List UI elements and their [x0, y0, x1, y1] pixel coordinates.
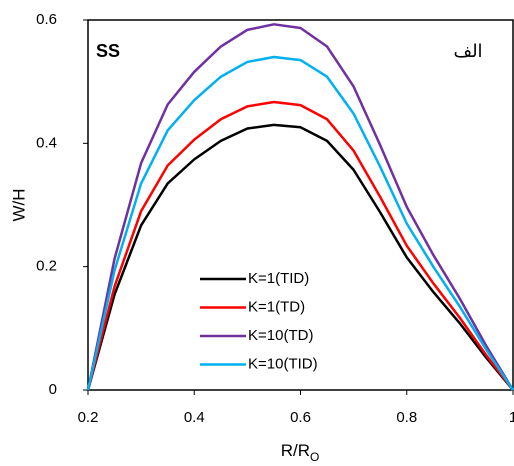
x-axis-label-sub: O — [310, 450, 319, 464]
annotation: الف — [453, 41, 482, 61]
x-tick-label: 0.6 — [290, 409, 311, 426]
legend-label: K=1(TD) — [248, 298, 305, 315]
y-tick-label: 0.2 — [36, 258, 57, 275]
x-tick-label: 0.8 — [396, 409, 417, 426]
x-axis-label: R/RO — [281, 441, 320, 464]
y-tick-label: 0.6 — [36, 11, 57, 28]
y-tick-label: 0.4 — [36, 134, 57, 151]
x-tick-label: 1 — [509, 409, 514, 426]
legend-label: K=10(TID) — [248, 355, 318, 372]
data-line — [86, 100, 514, 391]
x-tick-label: 0.2 — [78, 409, 99, 426]
y-tick-label: 0 — [49, 381, 57, 398]
data-line — [86, 123, 514, 391]
legend-label: K=1(TID) — [248, 270, 309, 287]
y-axis-label: W/H — [9, 188, 28, 221]
x-tick-label: 0.4 — [184, 409, 205, 426]
annotation: SS — [96, 41, 120, 61]
legend-label: K=10(TD) — [248, 327, 313, 344]
x-axis-label-main: R/R — [281, 441, 310, 460]
data-line — [86, 23, 514, 391]
data-line — [86, 55, 514, 391]
